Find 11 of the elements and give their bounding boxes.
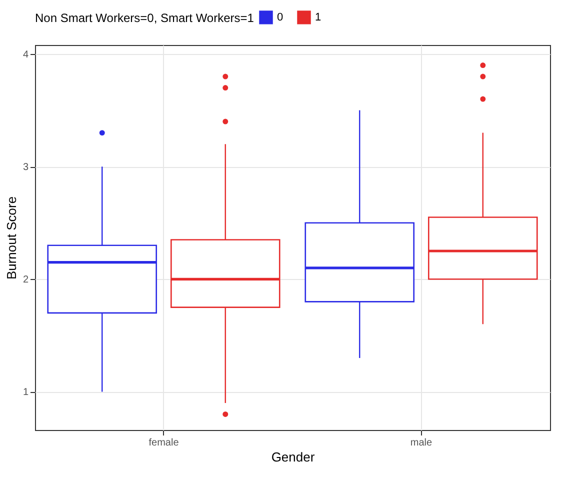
legend-title: Non Smart Workers=0, Smart Workers=1 [35,11,254,25]
y-tick-label: 4 [22,50,29,61]
x-tick-label: female [148,438,180,448]
y-tick-label: 1 [22,387,29,398]
legend-label: 0 [277,11,284,24]
legend-label: 1 [315,11,322,24]
x-axis-title: Gender [271,450,316,464]
x-tick-label: male [410,438,433,448]
y-axis-title: Burnout Score [4,196,19,280]
y-tick-label: 3 [22,162,29,174]
y-tick-label: 2 [22,274,29,286]
